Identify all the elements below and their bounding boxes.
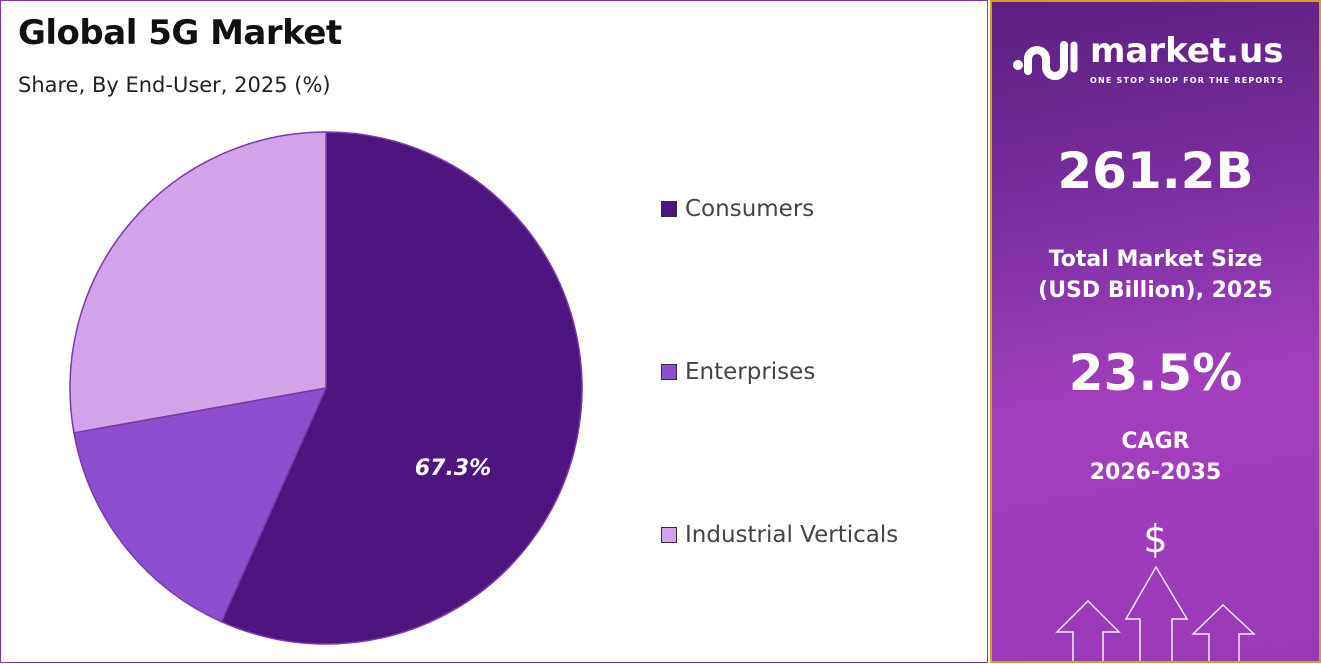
market-size-label-line2: (USD Billion), 2025: [1038, 278, 1273, 303]
logo-icon: [1013, 40, 1078, 80]
market-size-label-line1: Total Market Size: [1048, 247, 1263, 272]
logo-name: market.us: [1090, 31, 1284, 71]
legend-label: Consumers: [685, 196, 815, 222]
chart-title: Global 5G Market: [18, 13, 342, 53]
legend-swatch: [661, 201, 677, 217]
cagr-period: 2026-2035: [1089, 460, 1222, 485]
legend-swatch: [661, 364, 677, 380]
legend-swatch: [661, 527, 677, 543]
legend-item-consumers: Consumers: [661, 195, 814, 223]
data-label: 67.3%: [415, 456, 491, 481]
pie-slice-consumers: [220, 131, 583, 645]
dollar-icon: $: [1143, 517, 1168, 561]
summary-panel: market.us ONE STOP SHOP FOR THE REPORTS …: [990, 0, 1321, 663]
legend-label: Enterprises: [685, 359, 816, 385]
cagr-value: 23.5%: [1068, 344, 1243, 402]
pie-slice-enterprises: [73, 387, 328, 623]
market-us-logo: market.us ONE STOP SHOP FOR THE REPORTS: [1012, 30, 1284, 87]
cagr-label-line1: CAGR: [1121, 429, 1190, 454]
legend-item-enterprises: Enterprises: [661, 358, 815, 386]
pie-slice-industrial-verticals: [69, 131, 327, 434]
pie-chart: 67.3%: [69, 131, 583, 645]
growth-arrows-icon: [1055, 565, 1256, 661]
legend-label: Industrial Verticals: [685, 522, 899, 548]
logo-tagline: ONE STOP SHOP FOR THE REPORTS: [1090, 76, 1285, 85]
legend-item-industrial-verticals: Industrial Verticals: [661, 521, 898, 549]
chart-subtitle: Share, By End-User, 2025 (%): [18, 73, 331, 97]
chart-panel: Global 5G Market Share, By End-User, 202…: [0, 0, 988, 663]
market-size-value: 261.2B: [1057, 142, 1254, 200]
